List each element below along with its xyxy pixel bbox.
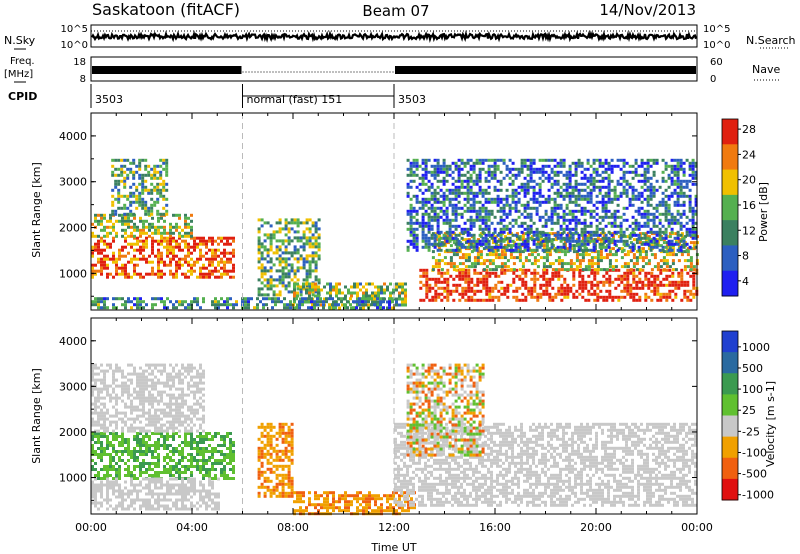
cpid-segment-label-1: normal (fast) 151	[247, 93, 343, 106]
velocity-colorbar: 1000 500 100 25 -25 -100 -500 -1000	[721, 330, 774, 502]
velocity-echo-region-3	[257, 422, 294, 498]
station-title: Saskatoon (fitACF)	[92, 0, 240, 19]
colorbar-tick-label-1-0: 1000	[742, 341, 770, 354]
colorbar-tick-label-1-4: -25	[742, 425, 760, 438]
freq-band-1	[395, 66, 696, 74]
colorbar-tick-label-0-2: 12	[742, 224, 756, 237]
power-echo-region-1	[91, 213, 193, 238]
ytick-label-0-1: 2000	[59, 222, 87, 235]
freq-tick-top: 18	[73, 57, 86, 68]
colorbar-tick-label-0-6: 28	[742, 123, 756, 136]
velocity-ylabel: Slant Range [km]	[30, 368, 43, 464]
colorbar-tick-label-1-1: 500	[742, 362, 763, 375]
nave-label: Nave	[752, 63, 780, 76]
freq-band-0	[92, 66, 242, 74]
freq-label: Freq.	[10, 56, 35, 67]
colorbar-swatch-0-2	[722, 169, 738, 196]
power-echo-region-0	[91, 236, 235, 279]
colorbar-swatch-0-5	[722, 245, 738, 272]
colorbar-swatch-1-3	[722, 394, 738, 416]
xtick-label-1: 04:00	[176, 521, 208, 534]
nsky-strip-frame	[90, 24, 698, 48]
xtick-label-0: 00:00	[75, 521, 107, 534]
power-panel: 1000 2000 3000 4000	[59, 112, 699, 311]
colorbar-tick-label-1-5: -100	[742, 446, 767, 459]
cpid-segment-label-0: 3503	[95, 93, 123, 106]
nave-tick-bottom: 0	[710, 74, 716, 85]
velocity-echo-region-4	[293, 491, 416, 516]
xtick-label-5: 20:00	[580, 521, 612, 534]
colorbar-tick-label-1-3: 25	[742, 404, 756, 417]
colorbar-swatch-1-0	[722, 331, 738, 353]
ytick-label-0-0: 1000	[59, 267, 87, 280]
colorbar-tick-label-0-5: 24	[742, 148, 756, 161]
nsky-tick-bottom: 10^0	[61, 40, 88, 51]
colorbar-swatch-1-2	[722, 373, 738, 395]
velocity-echo-region-5	[394, 422, 697, 507]
power-ylabel: Slant Range [km]	[30, 162, 43, 258]
colorbar-swatch-0-6	[722, 270, 738, 297]
nsky-label: N.Sky	[4, 34, 36, 47]
xtick-label-4: 16:00	[479, 521, 511, 534]
nsearch-label: N.Search	[746, 34, 796, 47]
colorbar-swatch-1-1	[722, 352, 738, 374]
colorbar-swatch-0-3	[722, 194, 738, 221]
velocity-colorbar-label: Velocity [m s-1]	[764, 381, 777, 467]
xtick-label-6: 00:00	[681, 521, 713, 534]
colorbar-frame-1	[721, 330, 739, 501]
power-echo-region-6	[419, 268, 699, 302]
colorbar-swatch-1-6	[722, 457, 738, 480]
freq-unit-label: [MHz]	[4, 69, 33, 80]
ytick-label-0-3: 4000	[59, 130, 87, 143]
ytick-label-1-0: 1000	[59, 472, 87, 485]
nave-tick-top: 60	[710, 57, 723, 68]
velocity-echo-region-6	[406, 363, 485, 457]
velocity-echo-region-1	[91, 477, 220, 511]
xtick-label-2: 08:00	[277, 521, 309, 534]
cpid-label: CPID	[8, 90, 37, 103]
nsky-trace	[91, 30, 698, 44]
power-colorbar-label: Power [dB]	[757, 182, 770, 242]
freq-tick-bottom: 8	[80, 74, 86, 85]
colorbar-swatch-1-5	[722, 436, 738, 459]
colorbar-tick-label-0-1: 8	[742, 250, 749, 263]
nsky-right-tick-bottom: 10^0	[703, 40, 730, 51]
freq-strip-frame	[90, 56, 698, 82]
cpid-segment-label-2: 3503	[398, 93, 426, 106]
ytick-label-1-1: 2000	[59, 426, 87, 439]
colorbar-tick-label-0-4: 20	[742, 174, 756, 187]
colorbar-tick-label-1-7: -1000	[742, 489, 774, 502]
colorbar-tick-label-0-3: 16	[742, 199, 756, 212]
colorbar-swatch-0-1	[722, 144, 738, 171]
nsky-tick-top: 10^5	[61, 24, 88, 35]
colorbar-tick-label-1-6: -500	[742, 468, 767, 481]
freq-trace	[92, 66, 696, 74]
colorbar-frame-0	[721, 118, 739, 297]
beam-title: Beam 07	[362, 2, 429, 20]
cpid-row: 3503 normal (fast) 151 3503	[90, 84, 426, 108]
colorbar-swatch-1-4	[722, 415, 738, 438]
power-echo-region-2	[111, 158, 169, 216]
power-colorbar: 4 8 12 16 20 24 28	[721, 118, 756, 297]
xtick-label-3: 12:00	[378, 521, 410, 534]
colorbar-swatch-0-4	[722, 220, 738, 246]
colorbar-tick-label-1-2: 100	[742, 383, 763, 396]
velocity-panel: 1000 2000 3000 4000 00:00 04:00 08:00 12:00 16:0…	[59, 317, 713, 534]
ytick-label-1-2: 3000	[59, 380, 87, 393]
colorbar-swatch-0-0	[722, 119, 738, 145]
date-title: 14/Nov/2013	[599, 1, 696, 19]
colorbar-tick-label-0-0: 4	[742, 275, 749, 288]
nsky-right-tick-top: 10^5	[703, 24, 730, 35]
colorbar-swatch-1-7	[722, 478, 738, 501]
x-axis-label: Time UT	[370, 541, 416, 554]
velocity-echo-region-2	[91, 363, 205, 433]
ytick-label-1-3: 4000	[59, 335, 87, 348]
ytick-label-0-2: 3000	[59, 176, 87, 189]
power-echo-region-8	[406, 158, 698, 252]
nsky-line	[91, 30, 698, 44]
velocity-echo-region-0	[91, 432, 235, 480]
